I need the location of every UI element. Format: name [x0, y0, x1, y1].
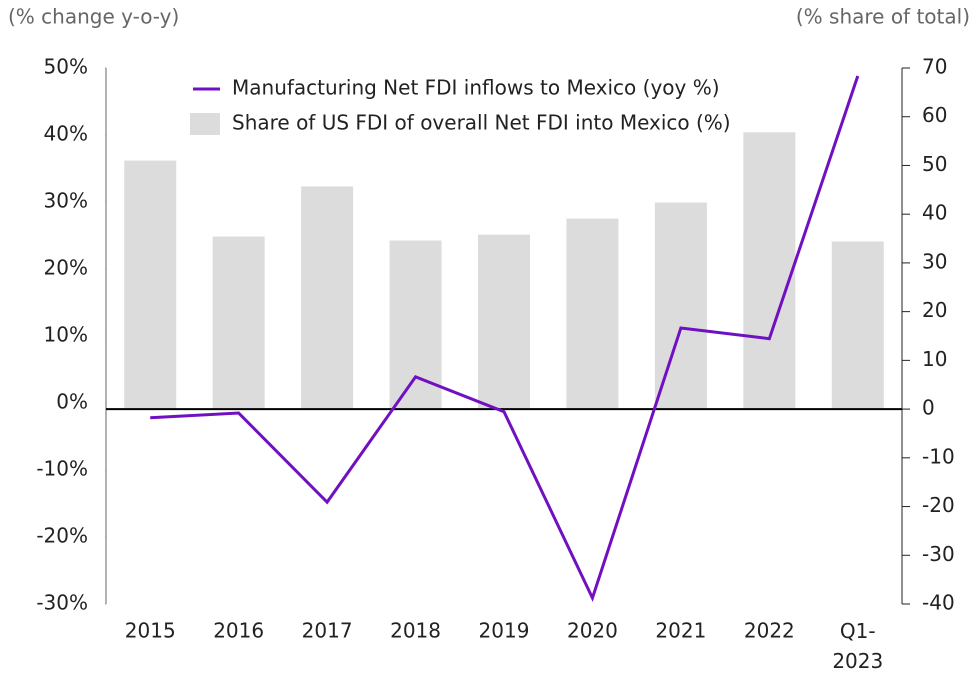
y2-tick-label: 0	[922, 396, 935, 420]
y-tick-label: 0%	[56, 390, 88, 414]
y2-tick-label: 30	[922, 249, 947, 273]
y2-tick-label: 10	[922, 347, 947, 371]
x-tick-label: 2015	[125, 619, 176, 643]
y2-tick-label: 60	[922, 103, 947, 127]
x-tick-label: 2017	[302, 619, 353, 643]
x-tick-label: 2019	[479, 619, 530, 643]
y-tick-label: -30%	[36, 591, 88, 615]
y2-tick-label: -20	[922, 493, 955, 517]
x-tick-label: 2021	[655, 619, 706, 643]
y2-tick-label: -10	[922, 444, 955, 468]
y2-tick-label: -40	[922, 591, 955, 615]
y-tick-label: 40%	[44, 122, 88, 146]
x-tick-label: 2020	[567, 619, 618, 643]
line	[150, 75, 860, 603]
y2-tick-label: 20	[922, 298, 947, 322]
legend-swatch	[190, 113, 220, 135]
y2-tick-label: 70	[922, 55, 947, 79]
y2-axis-title: (% share of total)	[796, 5, 970, 29]
bar	[743, 132, 796, 410]
x-tick-label: 2022	[744, 619, 795, 643]
y-tick-label: 30%	[44, 189, 88, 213]
bar	[831, 241, 884, 410]
x-tick-label: 2018	[390, 619, 441, 643]
bar	[654, 202, 707, 410]
legend-label: Manufacturing Net FDI inflows to Mexico …	[232, 76, 720, 100]
bar	[478, 234, 530, 410]
bar	[124, 160, 177, 410]
legend-label: Share of US FDI of overall Net FDI into …	[232, 111, 731, 135]
x-tick-label: 2016	[213, 619, 264, 643]
y-tick-label: 50%	[44, 55, 88, 79]
x-tick-label: Q1-2023	[832, 619, 883, 673]
bar	[212, 236, 265, 410]
y-axis-title: (% change y-o-y)	[8, 5, 179, 29]
y-tick-label: -20%	[36, 524, 88, 548]
bar	[389, 240, 442, 410]
y-tick-label: -10%	[36, 457, 88, 481]
bar	[566, 218, 619, 410]
y2-tick-label: -30	[922, 542, 955, 566]
y-tick-label: 20%	[44, 256, 88, 280]
y2-tick-label: 50	[922, 152, 947, 176]
y-tick-label: 10%	[44, 323, 88, 347]
bar	[301, 186, 354, 410]
y2-tick-label: 40	[922, 201, 947, 225]
